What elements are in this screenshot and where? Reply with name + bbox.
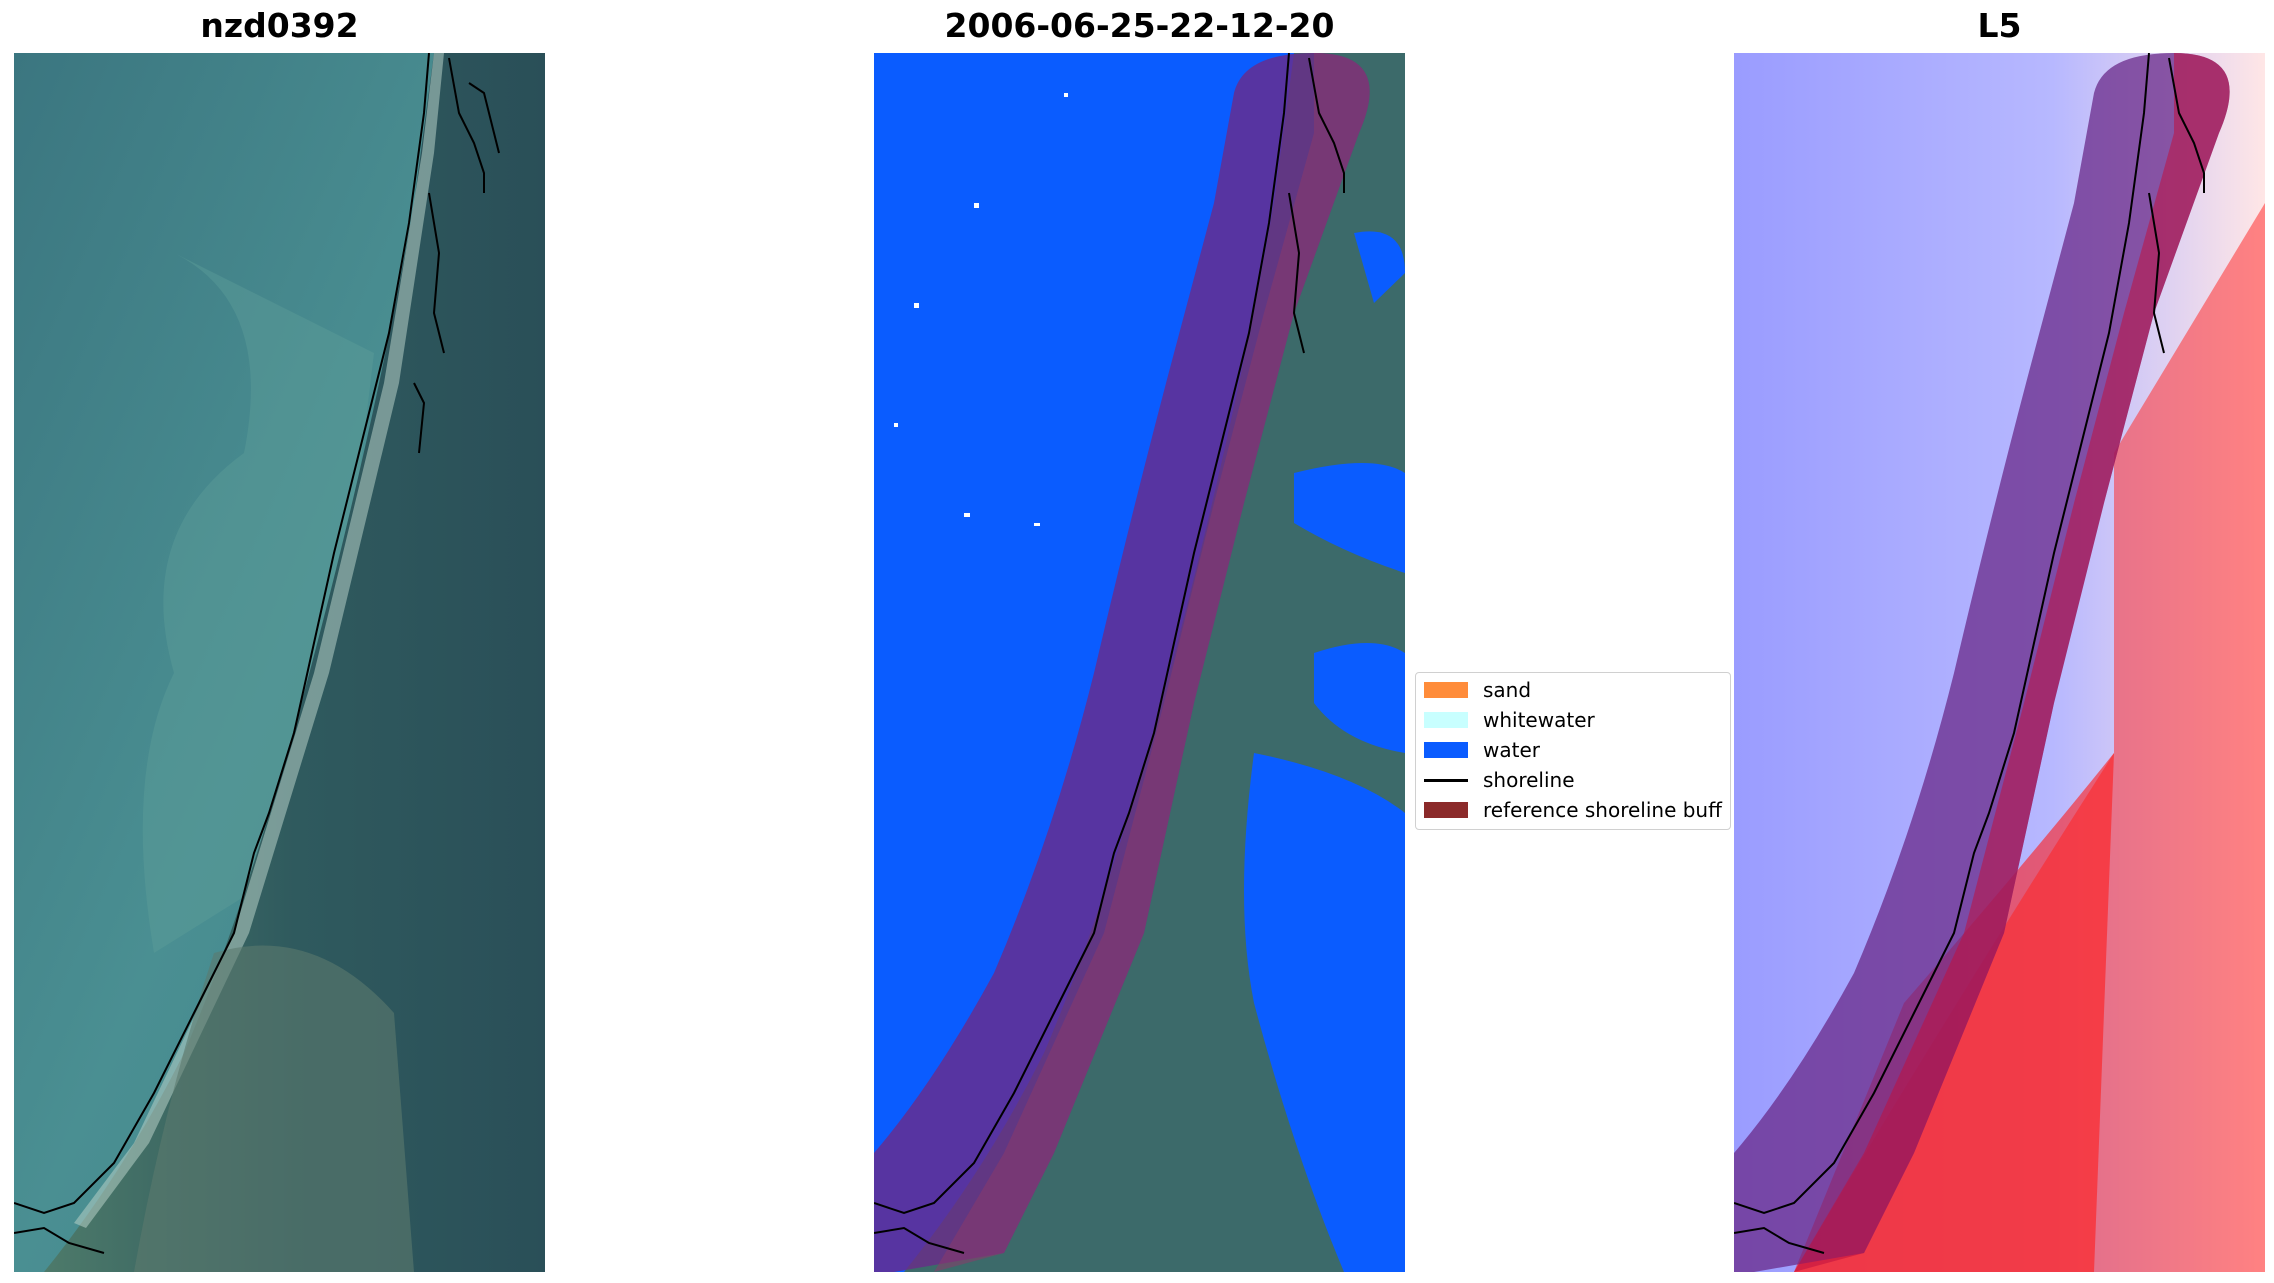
rgb-image: [14, 53, 545, 1272]
legend-swatch-water: [1424, 742, 1468, 758]
shoreline-line: [14, 53, 430, 1215]
legend: sand whitewater water shoreline referenc…: [1415, 672, 1731, 830]
legend-label: water: [1483, 738, 1540, 762]
legend-swatch-sand: [1424, 682, 1468, 698]
legend-swatch-buffer: [1424, 802, 1468, 818]
classified-image-panel: [874, 53, 1405, 1272]
index-image: [1734, 53, 2265, 1272]
legend-item-buffer: reference shoreline buff: [1424, 797, 1722, 823]
legend-label: whitewater: [1483, 708, 1595, 732]
legend-item-shoreline: shoreline: [1424, 767, 1575, 793]
panel-title-classified: 2006-06-25-22-12-20: [944, 6, 1335, 45]
legend-item-water: water: [1424, 737, 1540, 763]
index-image-panel: [1734, 53, 2265, 1272]
legend-swatch-whitewater: [1424, 712, 1468, 728]
legend-label: reference shoreline buff: [1483, 798, 1722, 822]
panel-title-rgb: nzd0392: [200, 6, 359, 45]
legend-item-sand: sand: [1424, 677, 1531, 703]
panel-title-index: L5: [1977, 6, 2022, 45]
legend-line-shoreline: [1424, 778, 1468, 782]
legend-item-whitewater: whitewater: [1424, 707, 1595, 733]
legend-label: shoreline: [1483, 768, 1575, 792]
classified-image: [874, 53, 1405, 1272]
reference-buffer: [874, 53, 1370, 1272]
legend-label: sand: [1483, 678, 1532, 702]
rgb-image-panel: [14, 53, 545, 1272]
